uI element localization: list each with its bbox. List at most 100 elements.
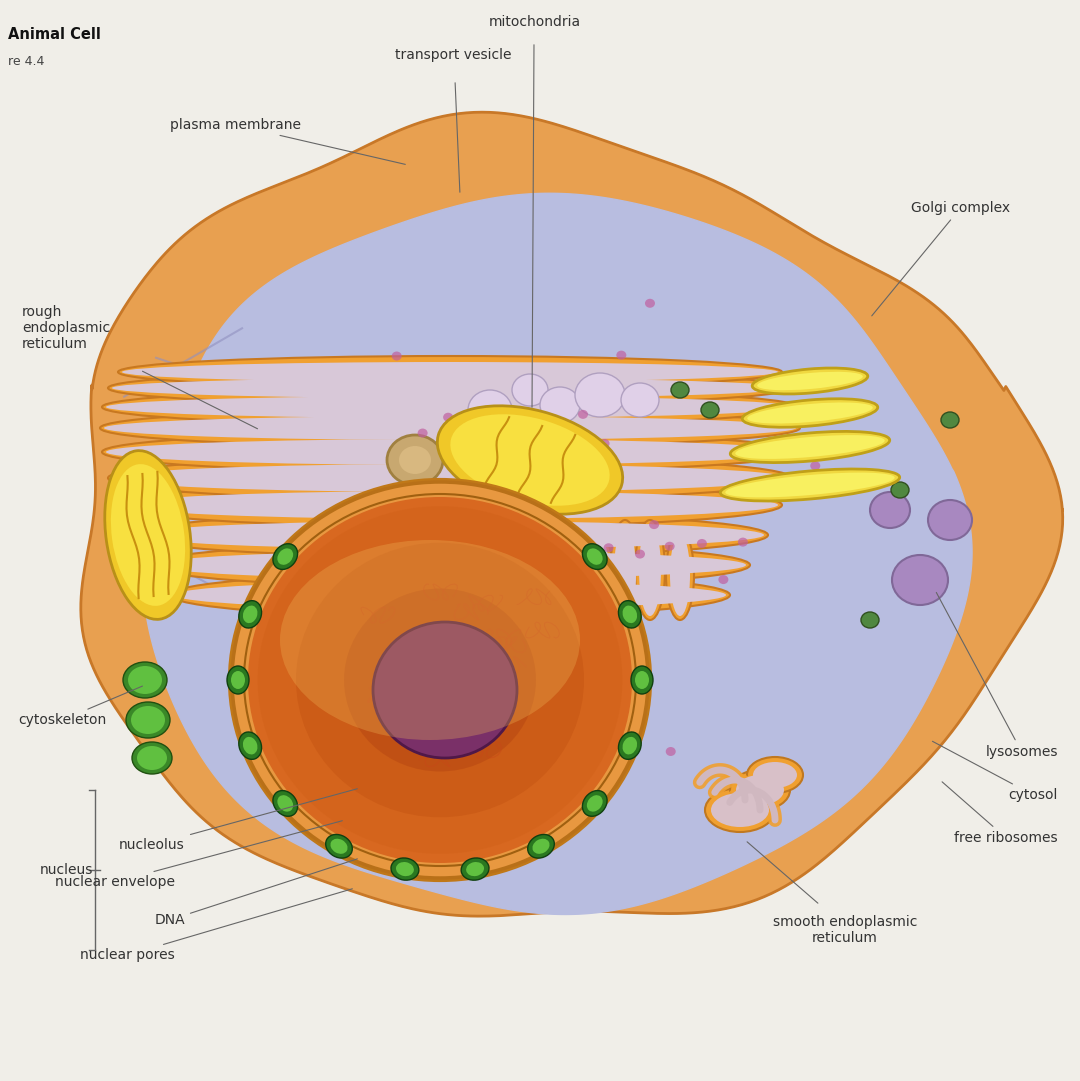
Ellipse shape [131, 706, 165, 734]
Ellipse shape [106, 439, 794, 465]
Ellipse shape [494, 636, 503, 645]
Ellipse shape [418, 428, 428, 438]
Ellipse shape [589, 539, 611, 641]
Ellipse shape [532, 839, 550, 854]
Ellipse shape [621, 383, 659, 417]
Ellipse shape [118, 356, 782, 388]
Ellipse shape [542, 422, 553, 430]
Ellipse shape [586, 796, 603, 812]
Ellipse shape [738, 537, 747, 547]
Ellipse shape [387, 435, 443, 485]
Ellipse shape [280, 540, 580, 740]
Ellipse shape [424, 505, 434, 513]
Text: nuclear envelope: nuclear envelope [55, 820, 342, 889]
Ellipse shape [730, 431, 890, 463]
Ellipse shape [586, 548, 603, 564]
Ellipse shape [364, 706, 374, 716]
Ellipse shape [427, 570, 436, 578]
Ellipse shape [129, 666, 162, 694]
Ellipse shape [730, 770, 789, 810]
Ellipse shape [437, 405, 623, 515]
Ellipse shape [635, 520, 665, 620]
Ellipse shape [718, 575, 728, 584]
Ellipse shape [480, 776, 489, 785]
Ellipse shape [619, 732, 642, 759]
Ellipse shape [456, 593, 465, 602]
Ellipse shape [316, 671, 326, 680]
Ellipse shape [928, 501, 972, 540]
Ellipse shape [523, 711, 532, 720]
Ellipse shape [330, 839, 348, 854]
Ellipse shape [174, 580, 726, 609]
Ellipse shape [753, 762, 797, 788]
Ellipse shape [635, 671, 649, 689]
Ellipse shape [392, 351, 402, 361]
Ellipse shape [248, 497, 632, 863]
Ellipse shape [231, 671, 245, 689]
Text: rough
endoplasmic
reticulum: rough endoplasmic reticulum [22, 305, 110, 351]
Ellipse shape [578, 410, 588, 418]
Ellipse shape [582, 544, 607, 570]
Text: nucleolus: nucleolus [119, 789, 357, 852]
Ellipse shape [105, 451, 191, 619]
Ellipse shape [610, 520, 640, 630]
Ellipse shape [126, 702, 170, 738]
Ellipse shape [619, 601, 642, 628]
Ellipse shape [273, 544, 298, 570]
Ellipse shape [132, 513, 768, 557]
Ellipse shape [399, 446, 431, 473]
Ellipse shape [488, 609, 498, 617]
Text: lysosomes: lysosomes [936, 592, 1058, 759]
Ellipse shape [552, 564, 563, 574]
Ellipse shape [106, 396, 794, 418]
Ellipse shape [582, 790, 607, 816]
Ellipse shape [670, 534, 690, 616]
Ellipse shape [585, 535, 615, 645]
Ellipse shape [615, 524, 636, 626]
Ellipse shape [391, 858, 419, 880]
Ellipse shape [941, 412, 959, 428]
Ellipse shape [671, 382, 689, 398]
Text: mitochondria: mitochondria [489, 15, 581, 29]
Ellipse shape [382, 531, 392, 539]
Ellipse shape [123, 662, 167, 698]
Ellipse shape [622, 605, 637, 623]
Ellipse shape [112, 378, 788, 398]
Ellipse shape [258, 506, 622, 854]
Text: re 4.4: re 4.4 [8, 55, 44, 68]
Ellipse shape [443, 413, 454, 422]
Ellipse shape [150, 543, 750, 587]
Ellipse shape [870, 492, 910, 528]
Ellipse shape [735, 435, 885, 459]
Ellipse shape [122, 362, 778, 382]
Polygon shape [143, 193, 972, 915]
Ellipse shape [273, 790, 298, 816]
Ellipse shape [649, 520, 659, 529]
Ellipse shape [540, 387, 580, 423]
Ellipse shape [118, 483, 782, 528]
Ellipse shape [617, 350, 626, 360]
Ellipse shape [575, 373, 625, 417]
Ellipse shape [599, 439, 609, 448]
Ellipse shape [604, 544, 613, 552]
Ellipse shape [122, 491, 778, 519]
Ellipse shape [720, 469, 900, 501]
Text: nucleus: nucleus [40, 863, 93, 877]
Text: free ribosomes: free ribosomes [942, 782, 1058, 845]
Ellipse shape [243, 737, 257, 755]
Ellipse shape [102, 389, 798, 425]
Ellipse shape [450, 414, 610, 506]
Ellipse shape [564, 535, 573, 544]
Ellipse shape [635, 549, 645, 559]
Ellipse shape [111, 464, 185, 605]
Ellipse shape [697, 539, 707, 548]
Ellipse shape [326, 835, 352, 858]
Ellipse shape [561, 749, 570, 758]
Ellipse shape [550, 628, 559, 637]
Ellipse shape [554, 579, 565, 588]
Ellipse shape [861, 612, 879, 628]
Ellipse shape [726, 472, 894, 497]
Ellipse shape [278, 796, 293, 812]
Ellipse shape [664, 542, 675, 550]
Ellipse shape [622, 737, 637, 755]
